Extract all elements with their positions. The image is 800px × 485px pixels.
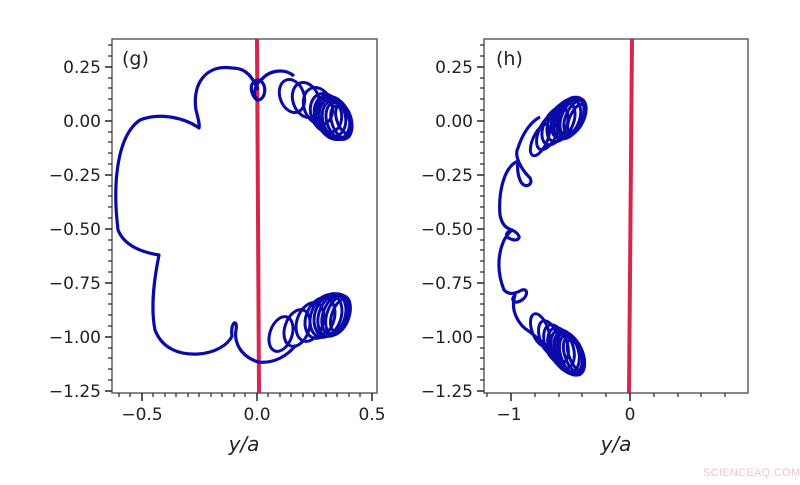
y-tick-label: −1.25 (421, 382, 473, 402)
y-tick-label: 0.25 (435, 58, 473, 78)
panel-label-g: (g) (122, 48, 149, 70)
x-tick-label: −1 (496, 405, 521, 425)
reference-line-g (255, 39, 261, 393)
x-axis-label-g: y/a (228, 432, 260, 456)
spiral-cluster-upper-g (277, 78, 354, 141)
x-tick-label: 0.5 (358, 405, 385, 425)
panel-h: 0.25 0.00 −0.25 −0.50 −0.75 −1.00 −1.25 … (421, 38, 749, 456)
x-minor-ticks-h (486, 393, 726, 397)
y-tick-label: 0.25 (63, 58, 101, 78)
x-tick-label: −0.5 (121, 405, 162, 425)
y-tick-label: −0.75 (421, 274, 473, 294)
y-tick-label: −1.25 (49, 382, 101, 402)
x-axis-label-h: y/a (600, 432, 632, 456)
y-tick-label: −0.75 (49, 274, 101, 294)
x-tick-labels-g: −0.5 0.0 0.5 (121, 405, 385, 425)
reference-line-h (627, 39, 634, 393)
x-tick-labels-h: −1 0 (496, 405, 635, 425)
spiral-cluster-lower-h (528, 312, 587, 377)
trajectory-g (114, 65, 298, 364)
y-ticks-g (105, 66, 112, 392)
panel-label-h: (h) (496, 48, 523, 70)
y-tick-label: −0.25 (421, 166, 473, 186)
watermark-text: SCIENCEAQ.COM (703, 467, 800, 479)
spiral-cluster-upper-h (528, 95, 588, 158)
y-tick-label: −1.00 (421, 328, 473, 348)
y-tick-label: −0.50 (49, 220, 101, 240)
axes-frame-h (483, 38, 749, 394)
y-tick-labels-g: 0.25 0.00 −0.25 −0.50 −0.75 −1.00 −1.25 (49, 58, 101, 402)
y-tick-label: −0.50 (421, 220, 473, 240)
y-tick-label: 0.00 (63, 112, 101, 132)
panel-g: 0.25 0.00 −0.25 −0.50 −0.75 −1.00 −1.25 … (49, 38, 386, 456)
spiral-cluster-lower-g (267, 292, 352, 353)
y-minor-ticks-g (108, 44, 112, 381)
axes-frame-g (111, 38, 378, 394)
x-tick-label: 0.0 (243, 405, 270, 425)
x-ticks-g (141, 393, 373, 401)
y-tick-label: −1.00 (49, 328, 101, 348)
y-tick-label: 0.00 (435, 112, 473, 132)
y-minor-ticks-h (480, 44, 484, 381)
x-minor-ticks-g (118, 393, 361, 397)
y-tick-labels-h: 0.25 0.00 −0.25 −0.50 −0.75 −1.00 −1.25 (421, 58, 473, 402)
x-tick-label: 0 (625, 405, 636, 425)
x-ticks-h (510, 393, 631, 401)
y-ticks-h (477, 66, 484, 392)
trajectory-h (497, 115, 559, 354)
y-tick-label: −0.25 (49, 166, 101, 186)
